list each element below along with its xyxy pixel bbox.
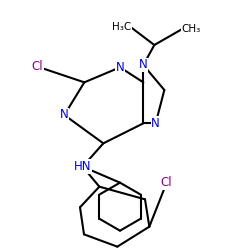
Text: Cl: Cl bbox=[161, 176, 172, 189]
Text: N: N bbox=[116, 61, 124, 74]
Text: N: N bbox=[60, 108, 69, 122]
Text: H₃C: H₃C bbox=[112, 22, 131, 32]
Text: N: N bbox=[139, 58, 148, 71]
Text: CH₃: CH₃ bbox=[182, 24, 201, 34]
Text: HN: HN bbox=[74, 160, 92, 173]
Text: Cl: Cl bbox=[32, 60, 44, 73]
Text: N: N bbox=[151, 117, 160, 130]
